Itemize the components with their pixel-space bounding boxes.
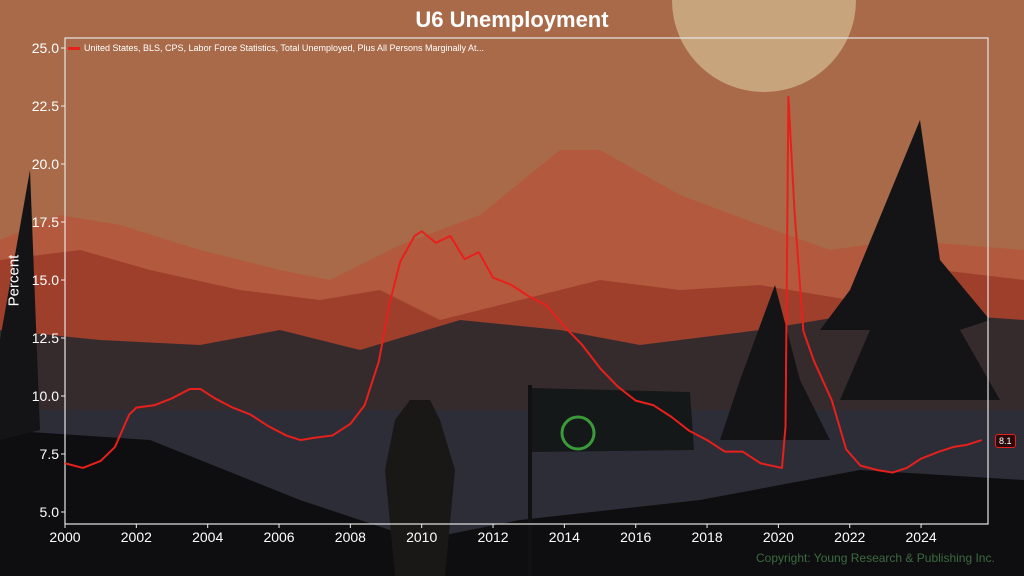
y-tick-label: 12.5: [32, 330, 59, 346]
trees: [0, 120, 1000, 440]
legend-label: United States, BLS, CPS, Labor Force Sta…: [84, 43, 485, 53]
sun: [672, 0, 856, 92]
y-axis-label: Percent: [5, 254, 23, 307]
x-tick-label: 2006: [263, 529, 294, 545]
x-tick-label: 2014: [549, 529, 580, 545]
x-tick-label: 2018: [691, 529, 722, 545]
y-tick-label: 20.0: [32, 156, 59, 172]
y-tick-label: 7.5: [40, 446, 60, 462]
y-tick-label: 15.0: [32, 272, 59, 288]
x-tick-label: 2016: [620, 529, 651, 545]
flagpole: [528, 385, 532, 576]
flag-emblem: [560, 415, 596, 451]
plot-frame: [64, 37, 989, 525]
x-tick-label: 2020: [763, 529, 794, 545]
legend-swatch: [68, 46, 80, 50]
soldier-silhouette: [385, 400, 455, 576]
y-tick-label: 22.5: [32, 98, 59, 114]
x-tick-label: 2002: [121, 529, 152, 545]
x-tick-label: 2008: [335, 529, 366, 545]
y-tick-label: 10.0: [32, 388, 59, 404]
chart-title: U6 Unemployment: [415, 7, 609, 32]
y-tick-label: 17.5: [32, 214, 59, 230]
copyright: Copyright: Young Research & Publishing I…: [756, 551, 995, 565]
chart: 2000 2002 2004 2006 2008 2010 2012 2014 2016 2018…: [32, 37, 989, 545]
foreground-hill: [0, 430, 1024, 576]
x-tick-label: 2022: [834, 529, 865, 545]
x-tick-label: 2024: [906, 529, 937, 545]
flag: [532, 388, 694, 452]
y-tick-label: 25.0: [32, 40, 59, 56]
x-tick-label: 2010: [406, 529, 437, 545]
x-tick-label: 2012: [477, 529, 508, 545]
last-value-label: 8.1: [995, 434, 1016, 448]
x-tick-label: 2004: [192, 529, 223, 545]
x-tick-label: 2000: [49, 529, 80, 545]
series-line: [64, 95, 983, 474]
y-tick-label: 5.0: [40, 504, 60, 520]
legend: United States, BLS, CPS, Labor Force Sta…: [68, 43, 484, 53]
